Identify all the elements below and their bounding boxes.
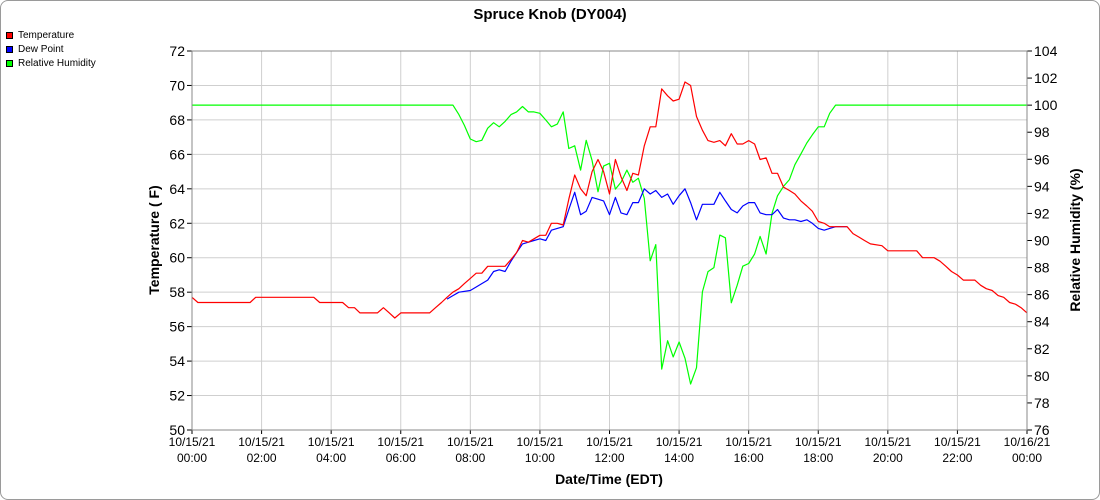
x-axis-title: Date/Time (EDT) (555, 471, 663, 487)
x-tick-label-date: 10/16/21 (1004, 435, 1051, 449)
y-left-tick-label: 72 (169, 43, 185, 59)
x-tick-label-time: 18:00 (803, 451, 833, 465)
x-tick-label-time: 00:00 (177, 451, 207, 465)
x-tick-label-date: 10/15/21 (725, 435, 772, 449)
legend-swatch-temperature (6, 31, 13, 39)
series-layer (191, 81, 1028, 385)
legend-label-dew-point: Dew Point (18, 43, 64, 55)
x-tick-label-time: 12:00 (594, 451, 624, 465)
y-left-tick-label: 56 (169, 319, 185, 335)
y-right-tick-label: 84 (1034, 314, 1050, 330)
x-tick-label-date: 10/15/21 (308, 435, 355, 449)
legend-item-temperature[interactable]: Temperature (6, 28, 96, 42)
legend-swatch-dew-point (6, 45, 13, 53)
y-left-tick-label: 52 (169, 388, 185, 404)
x-tick-label-time: 04:00 (316, 451, 346, 465)
y-right-tick-label: 94 (1034, 178, 1050, 194)
x-tick-label-date: 10/15/21 (795, 435, 842, 449)
series-line-relative-humidity (192, 104, 1027, 385)
legend: Temperature Dew Point Relative Humidity (6, 28, 96, 70)
y-left-tick-label: 60 (169, 250, 185, 266)
x-tick-label-time: 16:00 (734, 451, 764, 465)
axes: 50 52 54 56 58 60 62 64 66 68 70 72 76 78 80 82 84 86 88 90… (169, 43, 1058, 465)
x-tick-label-date: 10/15/21 (586, 435, 633, 449)
x-tick-label-date: 10/15/21 (169, 435, 216, 449)
y-right-tick-label: 92 (1034, 205, 1050, 221)
legend-label-relative-humidity: Relative Humidity (18, 57, 96, 69)
x-tick-label-date: 10/15/21 (517, 435, 564, 449)
x-tick-label-time: 10:00 (525, 451, 555, 465)
x-tick-label-time: 22:00 (942, 451, 972, 465)
x-tick-label-date: 10/15/21 (447, 435, 494, 449)
y-right-tick-label: 88 (1034, 260, 1050, 276)
y-left-tick-label: 68 (169, 112, 185, 128)
y-right-tick-label: 90 (1034, 233, 1050, 249)
y-right-tick-label: 78 (1034, 395, 1050, 411)
series-line-dew-point (446, 188, 848, 300)
x-tick-label-time: 14:00 (664, 451, 694, 465)
y-left-tick-label: 66 (169, 146, 185, 162)
x-tick-label-time: 02:00 (247, 451, 277, 465)
y-left-tick-label: 64 (169, 181, 185, 197)
x-tick-label-date: 10/15/21 (377, 435, 424, 449)
y-axis-right-title: Relative Humidity (%) (1067, 168, 1083, 311)
x-tick-label-time: 08:00 (455, 451, 485, 465)
series-line-temperature (191, 81, 1028, 319)
chart-title: Spruce Knob (DY004) (473, 6, 626, 23)
y-right-tick-label: 102 (1034, 70, 1058, 86)
legend-item-dew-point[interactable]: Dew Point (6, 42, 96, 56)
y-right-tick-label: 80 (1034, 368, 1050, 384)
y-right-tick-label: 86 (1034, 287, 1050, 303)
x-tick-label-date: 10/15/21 (238, 435, 285, 449)
y-axis-left-title: Temperature ( F) (146, 185, 162, 294)
y-right-tick-label: 98 (1034, 124, 1050, 140)
y-right-tick-label: 104 (1034, 43, 1058, 59)
grid (191, 50, 1028, 431)
y-left-tick-label: 50 (169, 422, 185, 438)
x-tick-label-date: 10/15/21 (656, 435, 703, 449)
y-left-tick-label: 54 (169, 353, 185, 369)
x-tick-label-date: 10/15/21 (864, 435, 911, 449)
legend-item-relative-humidity[interactable]: Relative Humidity (6, 56, 96, 70)
y-left-tick-label: 70 (169, 77, 185, 93)
x-tick-label-date: 10/15/21 (934, 435, 981, 449)
plot-border (191, 50, 1028, 431)
y-right-tick-label: 100 (1034, 97, 1058, 113)
x-tick-label-time: 06:00 (386, 451, 416, 465)
x-tick-label-time: 00:00 (1012, 451, 1042, 465)
y-left-tick-label: 62 (169, 215, 185, 231)
x-tick-label-time: 20:00 (873, 451, 903, 465)
legend-label-temperature: Temperature (18, 29, 75, 41)
legend-swatch-relative-humidity (6, 59, 13, 67)
y-right-tick-label: 76 (1034, 422, 1050, 438)
y-left-tick-label: 58 (169, 284, 185, 300)
y-right-tick-label: 96 (1034, 151, 1050, 167)
y-right-tick-label: 82 (1034, 341, 1050, 357)
